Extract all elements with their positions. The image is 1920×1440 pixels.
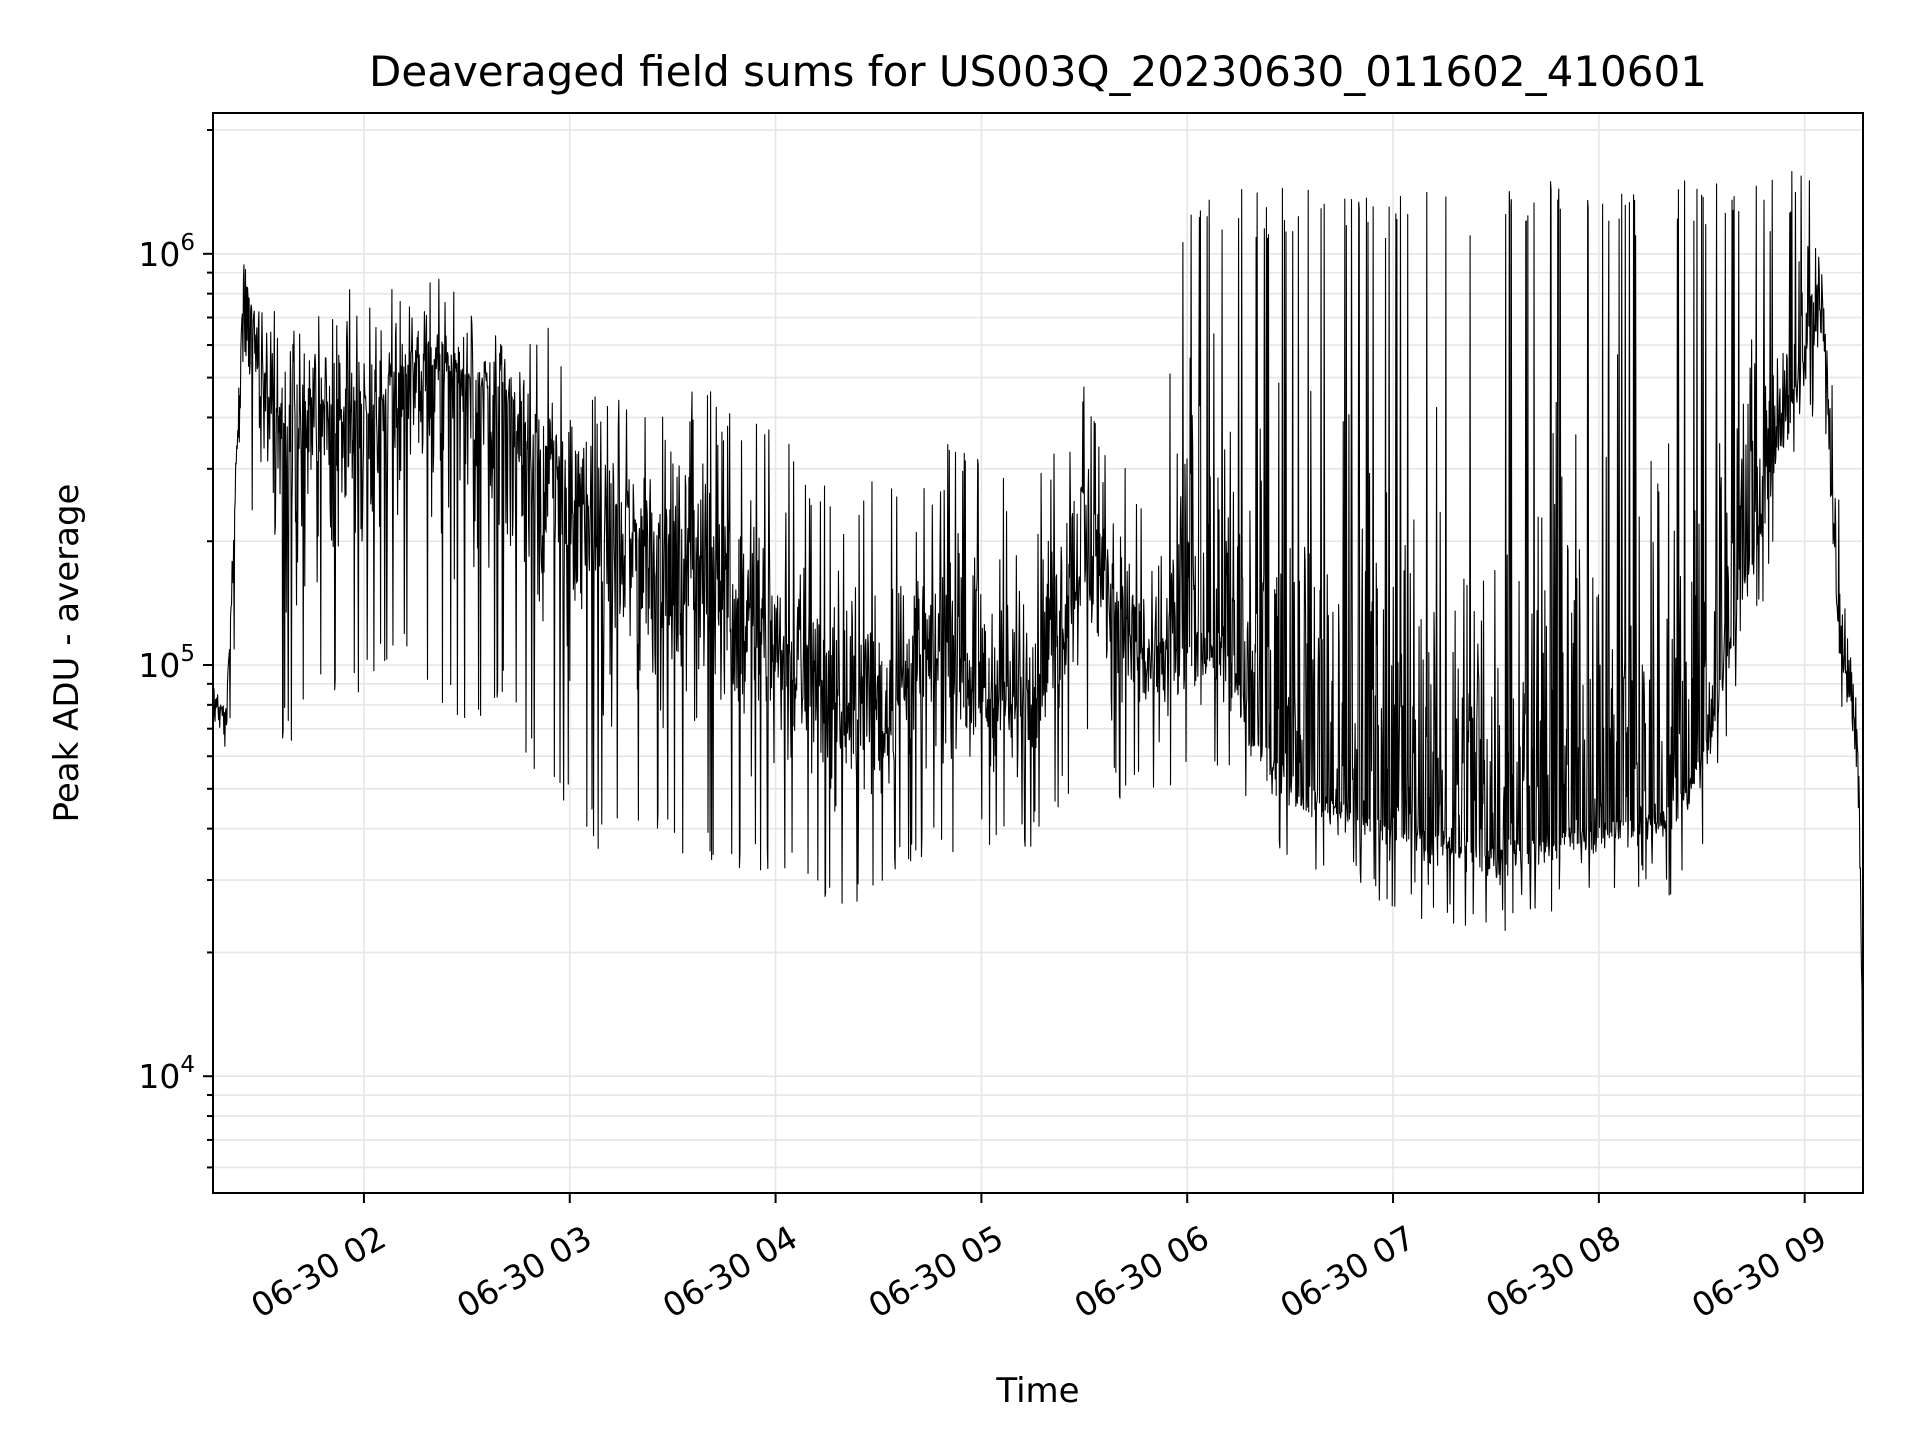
y-tick-exponent: 5 [180,641,195,667]
y-tick-label: 106 [138,230,195,274]
x-tick-label: 06-30 09 [1685,1218,1833,1326]
chart-title: Deaveraged field sums for US003Q_2023063… [369,47,1707,96]
y-tick-mantissa: 10 [138,646,180,685]
plot-frame [212,112,1864,1194]
y-tick-mantissa: 10 [138,235,180,274]
series-line [212,171,1864,1134]
x-tick-label: 06-30 03 [450,1218,598,1326]
y-tick-exponent: 6 [180,230,195,256]
x-axis-label: Time [995,1371,1079,1411]
y-tick-exponent: 4 [180,1052,195,1078]
x-tick-label: 06-30 07 [1273,1218,1421,1326]
data-series [212,171,1864,1134]
x-axis: 06-30 02 06-30 03 06-30 04 06-30 05 06-30 06… [244,1193,1833,1326]
x-tick-label: 06-30 05 [862,1218,1010,1326]
x-tick-label: 06-30 02 [244,1218,392,1326]
y-tick-label: 105 [138,641,195,685]
x-tick-label: 06-30 04 [656,1218,804,1326]
y-tick-mantissa: 10 [138,1057,180,1096]
x-tick-label: 06-30 08 [1479,1218,1627,1326]
y-tick-label: 104 [138,1052,195,1096]
y-axis-label: Peak ADU - average [47,484,87,823]
x-tick-label: 06-30 06 [1068,1218,1216,1326]
